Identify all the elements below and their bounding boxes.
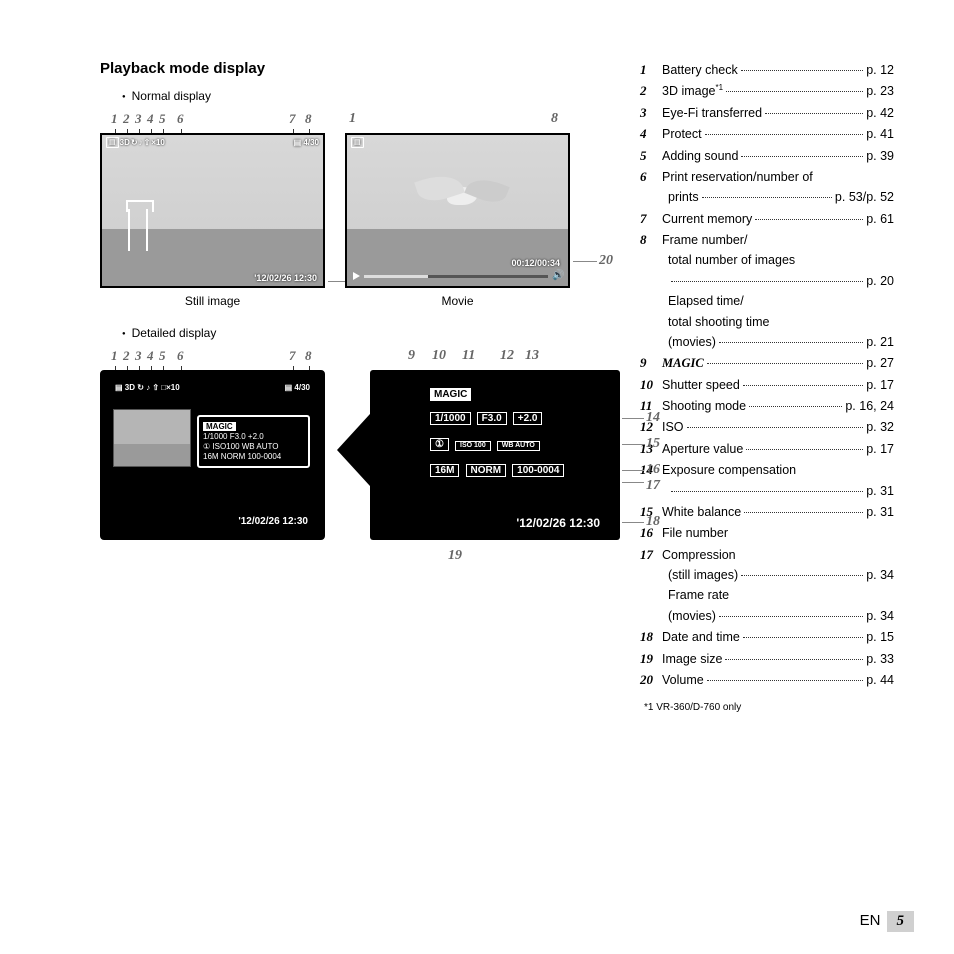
legend-item: 5Adding soundp. 39 — [640, 146, 894, 166]
speaker-icon: 🔊 — [552, 271, 562, 281]
elapsed-time: 00:12/00:34 — [511, 258, 560, 268]
detail-frame: ▤ 3D ↻ ♪ ⇧ □×10 ▤ 4/30 MAGIC 1/1000 F3.0… — [100, 370, 325, 540]
legend-item: p. 20 — [668, 272, 894, 291]
legend-item: Elapsed time/ — [668, 292, 894, 311]
legend-item: total shooting time — [668, 313, 894, 332]
legend-item: 17Compression — [640, 545, 894, 565]
page-footer: EN5 — [860, 911, 914, 932]
legend-item: (movies)p. 34 — [668, 607, 894, 626]
legend-column: 1Battery checkp. 1223D image*1p. 233Eye-… — [640, 60, 894, 716]
legend-item: 7Current memoryp. 61 — [640, 209, 894, 229]
legend-item: (still images)p. 34 — [668, 566, 894, 585]
bigdetail-frame: MAGIC 1/1000 F3.0 +2.0 ① ISO 100 WB AUTO… — [370, 370, 620, 540]
legend-item: 4Protectp. 41 — [640, 124, 894, 144]
footnote: *1 VR-360/D-760 only — [644, 700, 894, 716]
legend-item: Frame rate — [668, 586, 894, 605]
play-icon — [353, 272, 360, 280]
legend-item: 16File number — [640, 523, 894, 543]
legend-item: 14Exposure compensation — [640, 460, 894, 480]
legend-item: 13Aperture valuep. 17 — [640, 439, 894, 459]
movie-caption: Movie — [345, 294, 570, 308]
legend-list: 1Battery checkp. 1223D image*1p. 233Eye-… — [640, 60, 894, 690]
movie-frame: ▤ 00:12/00:34 🔊 — [345, 133, 570, 288]
legend-item: 9MAGICp. 27 — [640, 353, 894, 373]
detailed-display-heading: Detailed display — [122, 326, 620, 340]
movie-box: 1 8 ▤ 00:12/00:34 🔊 Movie 20 — [345, 133, 570, 308]
legend-item: 11Shooting modep. 16, 24 — [640, 396, 894, 416]
legend-item: 10Shutter speedp. 17 — [640, 375, 894, 395]
still-caption: Still image — [100, 294, 325, 308]
still-image-box: ▤ 3D ↻ ♪ ⇧ ×10 ▤ 4/30 '12/02/26 12:30 St… — [100, 133, 325, 308]
callout-row-still: 12345678 — [109, 111, 620, 133]
timestamp: '12/02/26 12:30 — [254, 273, 317, 283]
legend-item: p. 31 — [668, 482, 894, 501]
legend-item: 12ISOp. 32 — [640, 417, 894, 437]
detail-box: ▤ 3D ↻ ♪ ⇧ □×10 ▤ 4/30 MAGIC 1/1000 F3.0… — [100, 370, 325, 540]
legend-item: total number of images — [668, 251, 894, 270]
legend-item: printsp. 53/p. 52 — [668, 188, 894, 207]
play-bar: 🔊 — [353, 270, 562, 282]
still-frame: ▤ 3D ↻ ♪ ⇧ ×10 ▤ 4/30 '12/02/26 12:30 — [100, 133, 325, 288]
legend-item: 18Date and timep. 15 — [640, 627, 894, 647]
bigdetail-box: 9 10 11 12 13 MAGIC 1/1000 F3.0 +2.0 ① — [370, 370, 620, 540]
legend-item: 20Volumep. 44 — [640, 670, 894, 690]
legend-item: 6Print reservation/number of — [640, 167, 894, 187]
legend-item: 19Image sizep. 33 — [640, 649, 894, 669]
osd-top: ▤ 3D ↻ ♪ ⇧ ×10 ▤ 4/30 — [106, 137, 319, 148]
section-title: Playback mode display — [100, 60, 620, 77]
legend-item: 1Battery checkp. 12 — [640, 60, 894, 80]
legend-item: 3Eye-Fi transferredp. 42 — [640, 103, 894, 123]
legend-item: 23D image*1p. 23 — [640, 81, 894, 101]
callout-20: 20 — [599, 253, 613, 269]
normal-display-heading: Normal display — [122, 89, 620, 103]
legend-item: 8Frame number/ — [640, 230, 894, 250]
info-overlay: MAGIC 1/1000 F3.0 +2.0 ① ISO100 WB AUTO … — [197, 415, 310, 468]
legend-item: (movies)p. 21 — [668, 333, 894, 352]
callout-row-detail: 12345678 — [109, 348, 620, 370]
diagram-column: Playback mode display Normal display 123… — [100, 60, 620, 716]
legend-item: 15White balancep. 31 — [640, 502, 894, 522]
